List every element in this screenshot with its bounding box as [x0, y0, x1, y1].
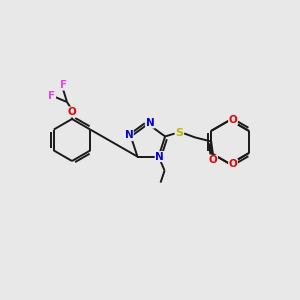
- Text: S: S: [175, 128, 183, 138]
- Text: O: O: [209, 155, 218, 165]
- Text: N: N: [146, 118, 154, 128]
- Text: O: O: [229, 159, 237, 169]
- Text: O: O: [68, 107, 76, 117]
- Text: F: F: [60, 80, 68, 90]
- Text: N: N: [155, 152, 164, 162]
- Text: F: F: [48, 91, 56, 101]
- Text: O: O: [229, 115, 237, 125]
- Text: N: N: [124, 130, 133, 140]
